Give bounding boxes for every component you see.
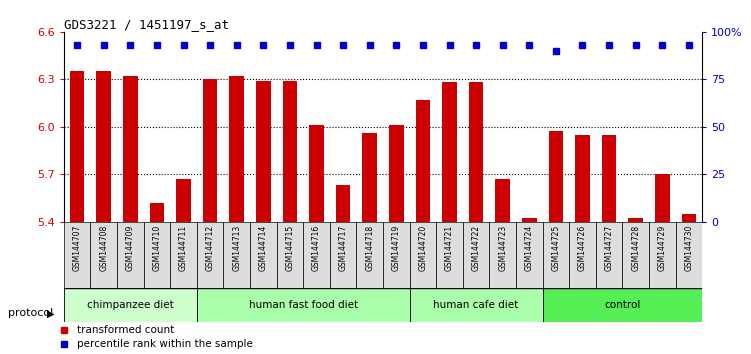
Bar (676, 222, 702, 288)
Bar (203, 79, 218, 222)
Bar (197, 288, 409, 322)
Text: GSM144726: GSM144726 (578, 225, 587, 271)
Bar (123, 76, 137, 222)
Text: GSM144719: GSM144719 (392, 225, 401, 271)
Bar (522, 218, 537, 222)
Text: control: control (605, 300, 641, 310)
Text: GSM144711: GSM144711 (179, 225, 188, 271)
Bar (682, 213, 696, 222)
Bar (149, 202, 164, 222)
Text: human fast food diet: human fast food diet (249, 300, 357, 310)
Bar (463, 222, 490, 288)
Bar (143, 222, 170, 288)
Text: protocol: protocol (8, 308, 53, 318)
Bar (90, 222, 117, 288)
Bar (389, 125, 403, 222)
Text: ▶: ▶ (47, 308, 54, 318)
Bar (415, 100, 430, 222)
Bar (70, 72, 84, 222)
Text: GSM144718: GSM144718 (365, 225, 374, 271)
Bar (363, 133, 377, 222)
Bar (64, 222, 90, 288)
Text: transformed count: transformed count (77, 325, 173, 335)
Bar (442, 82, 457, 222)
Bar (596, 222, 623, 288)
Bar (303, 222, 330, 288)
Bar (543, 222, 569, 288)
Bar (490, 222, 516, 288)
Bar (602, 135, 617, 222)
Bar (96, 72, 111, 222)
Text: GSM144713: GSM144713 (232, 225, 241, 271)
Bar (383, 222, 409, 288)
Bar (409, 222, 436, 288)
Text: GSM144727: GSM144727 (605, 225, 614, 271)
Text: GSM144712: GSM144712 (206, 225, 215, 271)
Text: GSM144722: GSM144722 (472, 225, 481, 271)
Text: GSM144728: GSM144728 (631, 225, 640, 271)
Bar (197, 222, 224, 288)
Bar (649, 222, 676, 288)
Text: GSM144730: GSM144730 (684, 225, 693, 271)
Bar (170, 222, 197, 288)
Text: GSM144723: GSM144723 (498, 225, 507, 271)
Text: GSM144721: GSM144721 (445, 225, 454, 271)
Bar (276, 222, 303, 288)
Bar (548, 131, 563, 222)
Text: GDS3221 / 1451197_s_at: GDS3221 / 1451197_s_at (64, 18, 229, 31)
Bar (229, 76, 244, 222)
Bar (629, 218, 643, 222)
Bar (250, 222, 276, 288)
Bar (569, 222, 596, 288)
Bar (309, 125, 324, 222)
Bar (117, 222, 143, 288)
Text: GSM144707: GSM144707 (73, 225, 82, 271)
Text: GSM144717: GSM144717 (339, 225, 348, 271)
Text: GSM144720: GSM144720 (418, 225, 427, 271)
Text: GSM144710: GSM144710 (152, 225, 161, 271)
Bar (623, 222, 649, 288)
Bar (64, 288, 197, 322)
Text: GSM144724: GSM144724 (525, 225, 534, 271)
Bar (436, 222, 463, 288)
Text: GSM144729: GSM144729 (658, 225, 667, 271)
Text: GSM144716: GSM144716 (312, 225, 321, 271)
Bar (469, 82, 484, 222)
Text: GSM144714: GSM144714 (259, 225, 268, 271)
Text: GSM144709: GSM144709 (126, 225, 135, 271)
Text: percentile rank within the sample: percentile rank within the sample (77, 339, 252, 349)
Bar (176, 179, 191, 222)
Bar (575, 135, 590, 222)
Bar (516, 222, 543, 288)
Text: GSM144715: GSM144715 (285, 225, 294, 271)
Bar (224, 222, 250, 288)
Bar (336, 185, 351, 222)
Bar (357, 222, 383, 288)
Bar (655, 174, 670, 222)
Bar (256, 81, 270, 222)
Bar (282, 81, 297, 222)
Bar (409, 288, 542, 322)
Text: chimpanzee diet: chimpanzee diet (87, 300, 173, 310)
Text: GSM144708: GSM144708 (99, 225, 108, 271)
Bar (496, 179, 510, 222)
Text: human cafe diet: human cafe diet (433, 300, 519, 310)
Text: GSM144725: GSM144725 (551, 225, 560, 271)
Bar (543, 288, 702, 322)
Bar (330, 222, 357, 288)
